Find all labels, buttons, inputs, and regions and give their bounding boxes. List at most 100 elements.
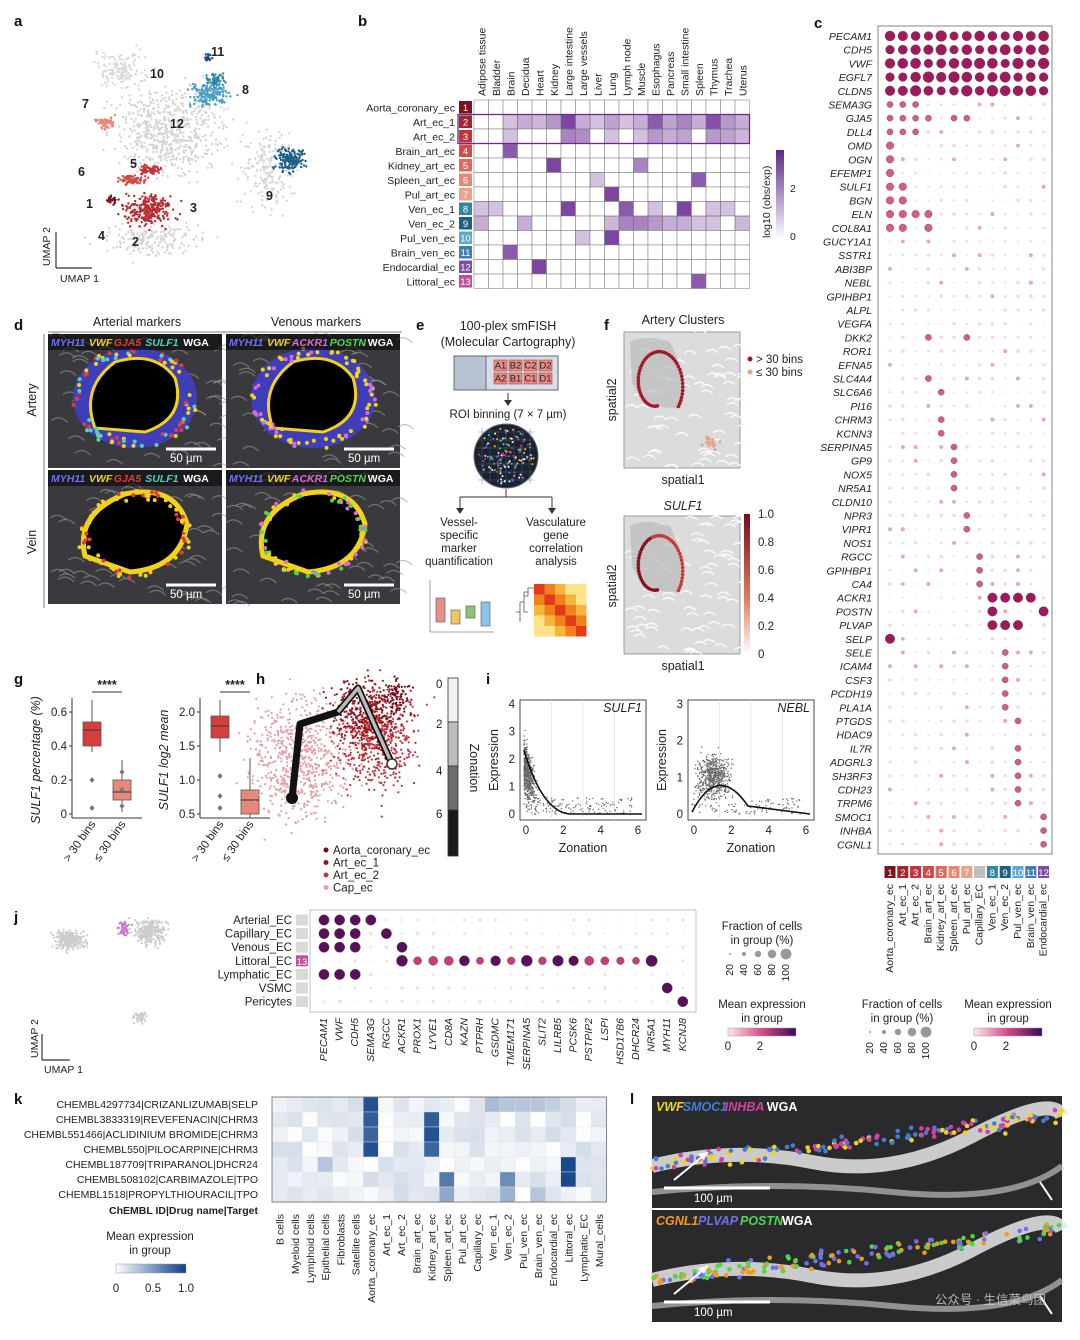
umap-a-point	[101, 75, 105, 79]
dotplot-c-dot	[1029, 678, 1033, 682]
umap-a-point	[151, 111, 154, 114]
umap-a-point	[140, 242, 144, 246]
dotplot-c-dot	[978, 486, 982, 490]
umap-a-point	[195, 118, 198, 122]
umap-a-point	[127, 231, 130, 234]
dotplot-c-dot	[963, 114, 971, 122]
umap-a-point	[173, 229, 176, 232]
umap-a-point	[143, 135, 146, 138]
transcript-dot	[93, 558, 98, 563]
umap-a-point	[127, 56, 130, 60]
dotplot-c-dot	[1029, 103, 1032, 106]
dotplot-c-gene-label: BGN	[849, 195, 872, 207]
heatmap-b-cell	[647, 114, 663, 130]
dotplot-c-dot	[987, 58, 998, 69]
umap-h-point	[303, 760, 306, 763]
umap-a-point	[150, 211, 154, 214]
umap-a-point	[179, 109, 182, 112]
dotplot-c-dot	[940, 596, 943, 599]
dotplot-c-dot	[901, 829, 905, 832]
heatmap-b-cell	[502, 215, 518, 231]
umap-a-point	[180, 101, 184, 105]
dotplot-c-dot	[950, 484, 958, 492]
umap-a-point	[260, 190, 263, 194]
dotplot-c-dot	[927, 610, 930, 613]
umap-a-point	[161, 141, 165, 144]
heatmap-b-cell	[618, 259, 634, 275]
umap-a-point	[200, 114, 204, 117]
dotplot-c-dot	[949, 86, 959, 96]
mini-heatmap-cell	[534, 615, 545, 626]
dotplot-c-dot	[965, 473, 968, 476]
umap-a-point	[155, 177, 159, 180]
umap-h-point	[290, 832, 293, 835]
umap-a-point	[302, 164, 306, 167]
dotplot-c-dot	[927, 172, 930, 174]
umap-a-point	[135, 144, 138, 147]
umap-a-point	[187, 244, 190, 247]
dotplot-c-dot	[939, 335, 944, 340]
heatmap-b-cell	[691, 99, 707, 115]
dotplot-c-dot	[914, 651, 917, 654]
heatmap-b-cell	[560, 143, 576, 159]
dotplot-c-dot	[1042, 376, 1046, 381]
heatmap-b-cell	[604, 201, 620, 217]
mini-heatmap-cell	[576, 584, 587, 595]
umap-h-point	[322, 687, 325, 690]
transcript-dot	[184, 521, 189, 526]
dotplot-c-dot	[1016, 308, 1020, 312]
umap-a-point	[217, 75, 220, 78]
dotplot-c-dot	[977, 267, 982, 271]
umap-h-point	[304, 726, 307, 730]
umap-a-point	[278, 166, 281, 169]
umap-a-point	[195, 87, 198, 91]
heatmap-b-cell	[473, 273, 489, 289]
umap-a-point	[93, 60, 96, 64]
dotplot-c-dot	[990, 472, 994, 476]
umap-a-point	[280, 144, 283, 147]
dotplot-c-dot	[965, 500, 968, 503]
umap-a-point	[290, 161, 293, 164]
dotplot-c-dot	[1029, 391, 1032, 394]
roi-zoom-dot	[504, 429, 507, 432]
umap-h-point	[285, 747, 288, 750]
spatial-bin-high	[679, 395, 684, 400]
spatial-bin-sulf1	[636, 569, 641, 573]
heatmap-b-cell	[691, 215, 707, 231]
umap-a-point	[189, 105, 192, 108]
umap-a-point	[138, 210, 141, 214]
dotplot-c-dot	[965, 363, 968, 366]
umap-a-point	[201, 99, 204, 103]
dotplot-c-dot	[899, 128, 907, 136]
panel-c: c PECAM1CDH5VWFEGFL7CLDN5SEMA3GGJA5DLL4O…	[814, 15, 1053, 973]
umap-a-point	[161, 149, 164, 152]
roi-zoom-dot	[493, 462, 496, 465]
umap-a-point	[181, 236, 184, 239]
umap-h-point	[316, 794, 319, 798]
dotplot-c-dot	[940, 788, 943, 791]
heatmap-b-cell	[633, 215, 649, 231]
dotplot-c-dot	[926, 555, 930, 559]
umap-a-point	[164, 129, 167, 132]
umap-a-point	[123, 63, 126, 66]
umap-a-point	[260, 147, 263, 151]
dotplot-c-dot	[975, 45, 985, 55]
umap-a-point	[127, 72, 130, 75]
umap-a-point	[124, 65, 128, 69]
heatmap-b-cell	[531, 99, 547, 115]
umap-a-point	[154, 207, 157, 211]
umap-a-point	[186, 145, 190, 149]
umap-a-point	[135, 44, 138, 47]
roi-zoom-dot	[506, 462, 509, 465]
umap-a-point	[175, 158, 178, 161]
umap-a-point	[249, 158, 252, 161]
dotplot-c-dot	[939, 212, 943, 216]
dotplot-c-dot	[1003, 294, 1007, 298]
dotplot-c-dot	[888, 842, 892, 846]
micrograph-legend-item: GJA5	[114, 473, 142, 485]
umap-a-point	[147, 129, 150, 132]
umap-h-point	[282, 751, 285, 754]
dotplot-c-dot	[965, 692, 969, 695]
umap-a-cluster-7	[271, 146, 308, 175]
